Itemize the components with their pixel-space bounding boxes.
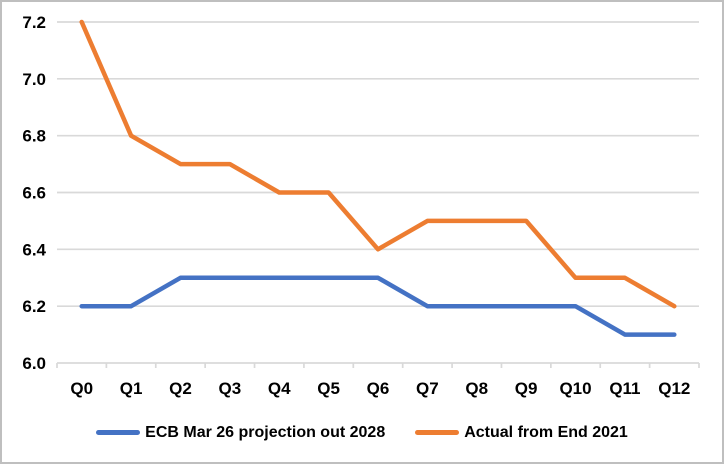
x-axis-category-label: Q4: [268, 379, 291, 398]
plot-area-wrapper: 6.0 6.2 6.4 6.6 6.8 7.0 7.2 Q0 Q1 Q2 Q3 Q4 Q5 Q6 Q7 Q8 Q…: [2, 2, 722, 413]
x-axis-category-label: Q7: [416, 379, 439, 398]
x-axis-category-label: Q5: [317, 379, 340, 398]
y-axis-tick-label: 7.0: [22, 70, 46, 89]
legend-item-projection: ECB Mar 26 projection out 2028: [96, 424, 385, 442]
y-axis-tick-label: 7.2: [22, 13, 46, 32]
y-axis-tick-label: 6.8: [22, 127, 46, 146]
x-axis-category-label: Q8: [465, 379, 488, 398]
legend-line-sample-orange: [415, 430, 460, 435]
x-axis-category-label: Q9: [515, 379, 538, 398]
legend-label: Actual from End 2021: [464, 423, 628, 441]
y-axis-tick-label: 6.6: [22, 184, 46, 203]
x-axis-category-label: Q12: [658, 379, 690, 398]
series-line: [79, 19, 677, 309]
x-axis-category-label: Q1: [120, 379, 143, 398]
chart-legend: ECB Mar 26 projection out 2028 Actual fr…: [2, 413, 722, 462]
legend-line-sample-blue: [96, 430, 141, 435]
y-axis-tick-label: 6.4: [22, 240, 46, 259]
x-axis-category-label: Q6: [367, 379, 390, 398]
legend-item-actual: Actual from End 2021: [415, 424, 628, 442]
y-axis-tick-label: 6.2: [22, 297, 46, 316]
line-chart-plot: 6.0 6.2 6.4 6.6 6.8 7.0 7.2 Q0 Q1 Q2 Q3 Q4 Q5 Q6 Q7 Q8 Q…: [22, 13, 700, 398]
x-axis-category-label: Q0: [70, 379, 93, 398]
series-line: [79, 275, 677, 337]
x-axis-category-label: Q11: [609, 379, 640, 398]
x-axis-category-label: Q2: [169, 379, 192, 398]
x-axis-category-label: Q10: [559, 379, 591, 398]
x-axis-category-label: Q3: [219, 379, 242, 398]
legend-label: ECB Mar 26 projection out 2028: [145, 423, 386, 441]
y-axis-tick-label: 6.0: [22, 354, 46, 373]
